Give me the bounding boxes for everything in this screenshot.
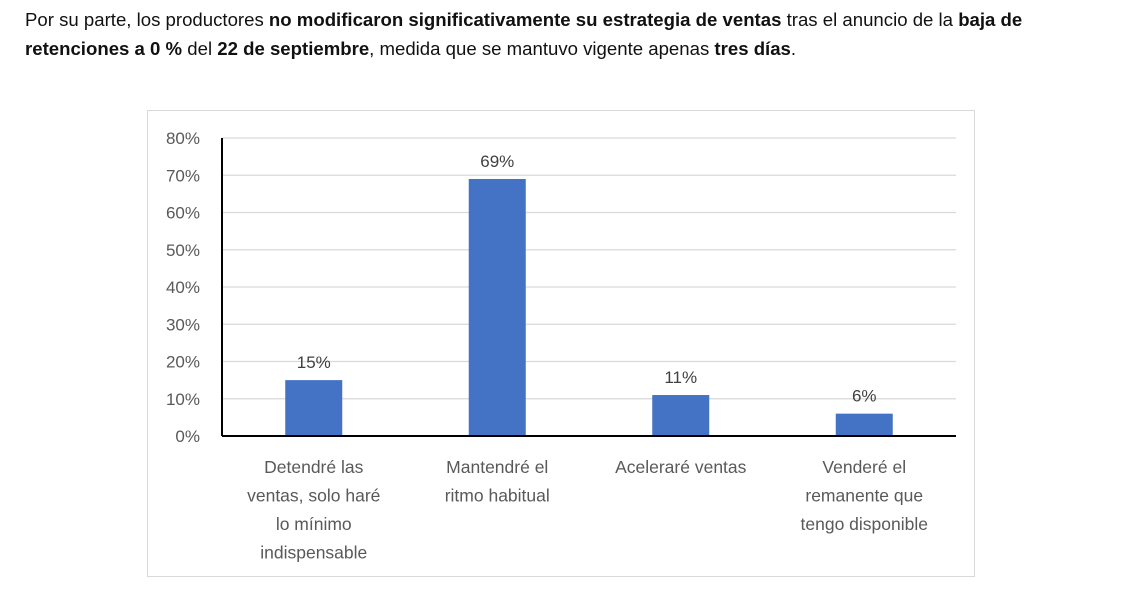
- x-category-label: tengo disponible: [801, 514, 928, 534]
- x-category-label: Aceleraré ventas: [615, 457, 747, 477]
- intro-paragraph: Por su parte, los productores no modific…: [25, 6, 1115, 63]
- bar: [835, 413, 893, 436]
- bold-text: baja de retenciones a 0 %: [25, 9, 1023, 59]
- x-category-label: remanente que: [805, 486, 923, 506]
- x-category-label: indispensable: [260, 543, 367, 563]
- y-tick-label: 20%: [166, 353, 200, 372]
- x-category-label: Venderé el: [822, 457, 906, 477]
- data-label: 69%: [480, 152, 514, 171]
- data-label: 6%: [852, 387, 877, 406]
- y-tick-label: 70%: [166, 166, 200, 185]
- y-tick-label: 0%: [175, 427, 200, 446]
- y-tick-label: 10%: [166, 390, 200, 409]
- y-tick-label: 80%: [166, 129, 200, 148]
- text: tras el anuncio de la: [781, 9, 959, 30]
- x-category-label: ritmo habitual: [445, 486, 550, 506]
- bar: [285, 380, 343, 436]
- y-tick-label: 30%: [166, 315, 200, 334]
- data-label: 11%: [664, 368, 697, 387]
- text: Por su parte, los productores: [25, 9, 269, 30]
- text: , medida que se mantuvo vigente apenas: [369, 37, 715, 59]
- y-tick-label: 40%: [166, 278, 200, 297]
- bold-text: no modificaron significativamente su est…: [268, 9, 782, 30]
- y-tick-label: 50%: [166, 241, 200, 260]
- x-category-label: lo mínimo: [276, 514, 352, 534]
- chart-frame: 0% 10% 20% 30% 40% 50% 60% 70% 80% 15% Detendré la…: [147, 110, 975, 577]
- text: del: [182, 37, 218, 59]
- bold-text: tres días: [714, 37, 791, 59]
- bold-text: 22 de septiembre: [217, 37, 370, 59]
- data-label: 15%: [297, 353, 331, 372]
- bar: [468, 178, 526, 436]
- bar-chart: 0% 10% 20% 30% 40% 50% 60% 70% 80% 15% Detendré la…: [166, 129, 956, 563]
- bar: [652, 395, 710, 436]
- x-category-label: Detendré las: [264, 457, 363, 477]
- y-tick-label: 60%: [166, 204, 200, 223]
- x-category-label: Mantendré el: [446, 457, 548, 477]
- x-category-label: ventas, solo haré: [247, 486, 380, 506]
- text: .: [790, 37, 797, 59]
